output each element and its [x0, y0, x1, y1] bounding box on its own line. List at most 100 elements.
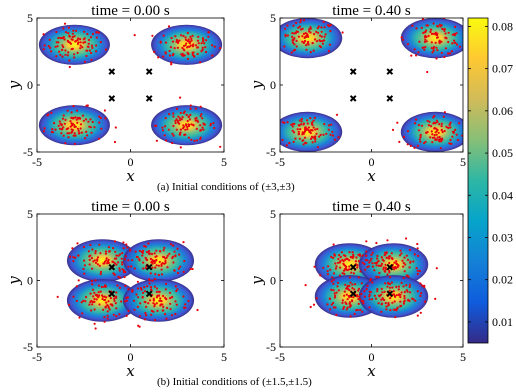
particle [438, 23, 441, 26]
particle [58, 50, 61, 53]
particle [171, 141, 174, 145]
particle [123, 275, 126, 279]
particle [78, 316, 81, 319]
particle [62, 27, 65, 30]
particle [175, 289, 178, 293]
particle [350, 271, 353, 274]
particle [99, 273, 102, 276]
particle [69, 120, 72, 123]
particle [392, 308, 395, 311]
particle [405, 284, 408, 287]
particle [186, 31, 189, 35]
particle [106, 314, 109, 317]
particle [434, 297, 437, 300]
particle [179, 265, 182, 268]
particle [318, 135, 321, 138]
particle [405, 289, 408, 292]
particle [315, 132, 318, 135]
particle [306, 119, 309, 122]
particle [162, 256, 166, 259]
particle [186, 128, 189, 131]
particle [99, 252, 102, 255]
particle [418, 269, 421, 273]
particle [147, 242, 150, 245]
particle [420, 26, 423, 29]
particle [419, 140, 422, 143]
particle [155, 290, 158, 293]
particle [268, 45, 270, 47]
particle [150, 313, 153, 316]
particle [360, 282, 363, 285]
particle [307, 126, 310, 129]
particle [162, 249, 165, 252]
particle [84, 118, 88, 121]
particle [141, 251, 144, 254]
particle [71, 247, 74, 250]
particle [61, 55, 64, 58]
particle [290, 51, 293, 54]
particle [458, 45, 461, 48]
particle [187, 299, 190, 303]
particle [388, 255, 391, 258]
particle [72, 256, 75, 259]
particle [314, 38, 317, 41]
particle [84, 295, 88, 299]
particle [464, 128, 466, 130]
particle [204, 46, 207, 49]
particle [97, 31, 100, 34]
particle [72, 105, 75, 108]
particle [153, 305, 156, 308]
particle [116, 284, 119, 287]
particle [329, 308, 332, 311]
particle [331, 134, 334, 137]
colorbar: 0.08 0.07 0.06 0.05 0.04 0.03 0.02 0.01 [467, 17, 513, 344]
particle [440, 40, 443, 43]
particle [143, 318, 147, 321]
particle [437, 131, 440, 134]
particle [449, 138, 452, 142]
particle [300, 120, 303, 123]
particle [199, 138, 202, 141]
particle [204, 50, 208, 54]
particle [396, 121, 399, 124]
particle [167, 25, 171, 28]
particle [437, 138, 440, 141]
particle [75, 118, 78, 121]
particle [70, 131, 73, 134]
marker-x [145, 263, 153, 271]
particle [162, 309, 165, 312]
particle [353, 288, 356, 291]
particle [89, 292, 92, 295]
particle [302, 139, 305, 142]
particle [176, 271, 180, 275]
particle [178, 39, 181, 42]
particle [201, 126, 204, 129]
particle [339, 255, 342, 259]
particle [94, 261, 98, 264]
particle [76, 127, 79, 130]
particle [48, 38, 51, 42]
particle [70, 111, 73, 114]
particle [85, 54, 88, 58]
density-blob [400, 18, 463, 59]
particle [55, 30, 58, 34]
particle [313, 265, 316, 268]
particle [183, 49, 186, 52]
particle [68, 59, 71, 62]
particle [89, 118, 92, 121]
particle [113, 273, 116, 276]
particle [139, 287, 142, 290]
particle [202, 128, 205, 131]
particle [77, 132, 81, 135]
particle [113, 257, 117, 260]
particle [112, 247, 115, 250]
particle [427, 124, 430, 127]
particle [338, 254, 341, 257]
particle [294, 48, 297, 52]
particle [171, 132, 174, 135]
particle [72, 29, 75, 32]
particle [137, 296, 140, 299]
particle [60, 132, 63, 135]
x-tick-label: 5 [460, 155, 466, 169]
